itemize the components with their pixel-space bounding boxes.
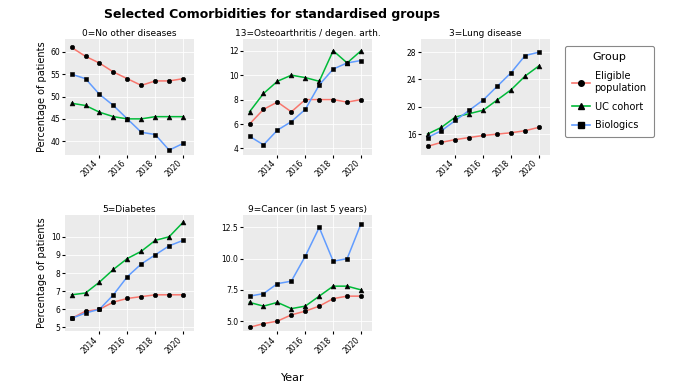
Text: Selected Comorbidities for standardised groups: Selected Comorbidities for standardised …	[104, 8, 440, 21]
Y-axis label: Percentage of patients: Percentage of patients	[37, 41, 46, 152]
Title: 13=Osteoarthritis / degen. arth.: 13=Osteoarthritis / degen. arth.	[235, 29, 380, 38]
Legend: Eligible
population, UC cohort, Biologics: Eligible population, UC cohort, Biologic…	[565, 46, 653, 137]
Y-axis label: Percentage of patients: Percentage of patients	[37, 218, 47, 328]
Title: 3=Lung disease: 3=Lung disease	[449, 29, 522, 38]
Title: 9=Cancer (in last 5 years): 9=Cancer (in last 5 years)	[248, 205, 367, 214]
Title: 5=Diabetes: 5=Diabetes	[103, 205, 156, 214]
Title: 0=No other diseases: 0=No other diseases	[82, 29, 177, 38]
Text: Year: Year	[281, 373, 304, 383]
